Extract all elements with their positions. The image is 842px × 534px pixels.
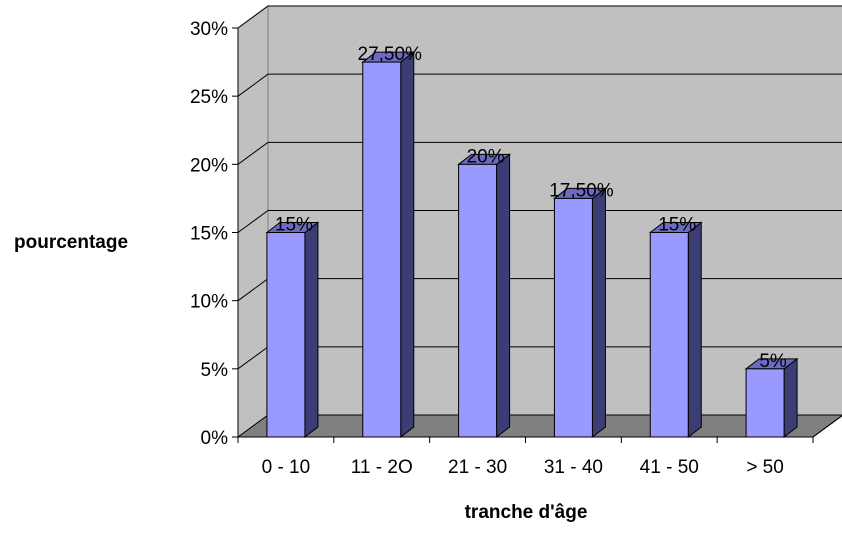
bar <box>457 153 512 439</box>
x-tick-label: > 50 <box>746 457 784 478</box>
y-tick-label: 15% <box>190 224 228 245</box>
bar-side <box>687 221 702 439</box>
data-label: 17,50% <box>549 180 614 201</box>
bar-front <box>553 197 593 438</box>
gridline <box>237 5 842 29</box>
bar <box>361 51 416 439</box>
bar-side <box>400 51 415 439</box>
bar-front <box>649 232 689 438</box>
y-tick-label: 0% <box>201 428 229 449</box>
x-axis-label: tranche d'âge <box>465 502 588 523</box>
y-tick-label: 25% <box>190 87 228 108</box>
bar-side <box>591 187 606 439</box>
y-tick-label: 30% <box>190 19 228 40</box>
x-tick-label: 31 - 40 <box>544 457 603 478</box>
floor-edge <box>812 415 842 438</box>
bars <box>265 51 799 439</box>
y-tick-label: 5% <box>201 360 229 381</box>
gridline <box>237 73 842 97</box>
bar-front <box>266 232 306 438</box>
bar <box>265 221 320 439</box>
bar-front <box>362 61 402 438</box>
gridline <box>237 210 842 233</box>
x-tick-label: 0 - 10 <box>262 457 311 478</box>
bar <box>552 187 607 439</box>
bar-side <box>496 153 511 439</box>
data-labels: 15% 27,50% 20% 17,50% 15% 5% <box>275 44 787 372</box>
data-label: 5% <box>759 351 787 372</box>
y-tick-label: 10% <box>190 292 228 313</box>
y-axis-label: pourcentage <box>14 232 128 253</box>
data-label: 27,50% <box>358 44 423 65</box>
bar-front <box>458 163 498 438</box>
bar-side <box>304 221 319 439</box>
x-tick-label: 21 - 30 <box>448 457 507 478</box>
axes: 0% 5% 10% 15% 20% 25% 30% 0 - 10 11 - 2O 21 - 30 3… <box>190 19 842 478</box>
x-tick-label: 11 - 2O <box>351 457 413 478</box>
gridline <box>237 141 842 165</box>
data-label: 20% <box>467 146 505 167</box>
data-label: 15% <box>658 215 696 236</box>
x-tick-label: 41 - 50 <box>640 457 699 478</box>
y-tick-label: 20% <box>190 155 228 176</box>
bar <box>648 221 703 439</box>
bar <box>744 357 799 439</box>
data-label: 15% <box>275 215 313 236</box>
bar-front <box>745 368 785 438</box>
